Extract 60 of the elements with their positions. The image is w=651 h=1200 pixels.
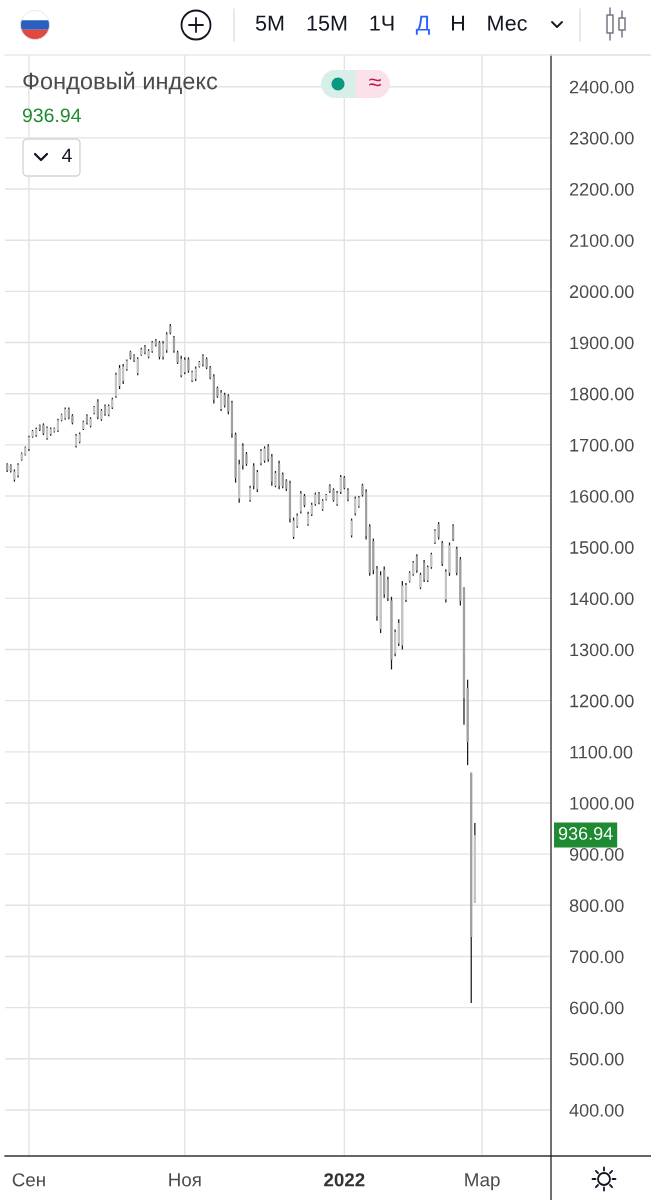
text: 5M — [255, 15, 284, 31]
text: Фондовый индекс — [23, 71, 218, 94]
text: Мес — [488, 15, 527, 31]
text: 1Ч — [370, 15, 394, 31]
y-tick-label: 2300.00 — [569, 131, 634, 145]
y-tick-label: 2400.00 — [569, 80, 634, 94]
candlestick — [274, 470, 277, 488]
candlestick — [379, 570, 382, 634]
y-tick-label: 1000.00 — [570, 796, 634, 810]
candlestick — [42, 422, 45, 436]
y-tick-label: 1100.00 — [570, 745, 633, 759]
candlestick — [71, 413, 74, 426]
candlestick — [393, 628, 397, 657]
x-tick-label: Ноя — [169, 1173, 201, 1187]
candlestick — [277, 460, 281, 490]
candlestick — [263, 445, 266, 464]
x-tick-label: Мар — [465, 1173, 500, 1191]
y-tick-label: 2000.00 — [569, 285, 634, 299]
y-tick-label: 500.00 — [569, 1052, 624, 1066]
y-tick-label: 800.00 — [569, 899, 624, 913]
x-tick-label: 2022 — [324, 1173, 365, 1187]
candlestick — [339, 474, 342, 495]
candlestick — [89, 416, 92, 429]
y-tick-label: 1400.00 — [570, 592, 634, 606]
y-tick-label: 1800.00 — [570, 387, 634, 401]
text: 936.94 — [558, 827, 613, 840]
y-tick-label: 400.00 — [569, 1103, 624, 1117]
candlestick — [100, 408, 103, 422]
candlestick — [227, 393, 230, 415]
text: Н — [451, 15, 465, 31]
y-tick-label: 700.00 — [569, 950, 624, 964]
candlestick — [332, 487, 335, 503]
text: Д — [415, 15, 430, 35]
y-tick-label: 2100.00 — [569, 234, 634, 247]
text: 15M — [307, 15, 347, 31]
annotation: 4 — [62, 148, 72, 163]
y-tick-label: 1900.00 — [570, 336, 634, 350]
y-tick-label: 2200.00 — [569, 182, 634, 196]
annotation: ≈ — [369, 78, 381, 87]
candlestick — [129, 350, 132, 361]
candlestick — [147, 348, 150, 360]
candlestick — [303, 493, 306, 508]
annotation: 936.94 — [22, 108, 81, 123]
candlestick — [404, 582, 408, 603]
y-tick-label: 1200.00 — [570, 694, 634, 708]
y-tick-label: 1600.00 — [570, 489, 634, 503]
y-tick-label: 900.00 — [569, 848, 624, 861]
y-tick-label: 1500.00 — [570, 541, 634, 554]
candlestick — [415, 553, 418, 574]
x-tick-label: Сен — [12, 1173, 45, 1187]
candlestick — [350, 517, 353, 539]
candlestick — [158, 340, 161, 361]
candlestick — [205, 356, 208, 370]
candlestick — [187, 356, 190, 374]
candlestick — [299, 490, 302, 515]
candlestick — [441, 540, 444, 567]
y-tick-label: 1300.00 — [570, 643, 634, 657]
candlestick — [212, 373, 215, 405]
y-tick-label: 1700.00 — [570, 438, 634, 452]
y-tick-label: 600.00 — [569, 1001, 624, 1015]
